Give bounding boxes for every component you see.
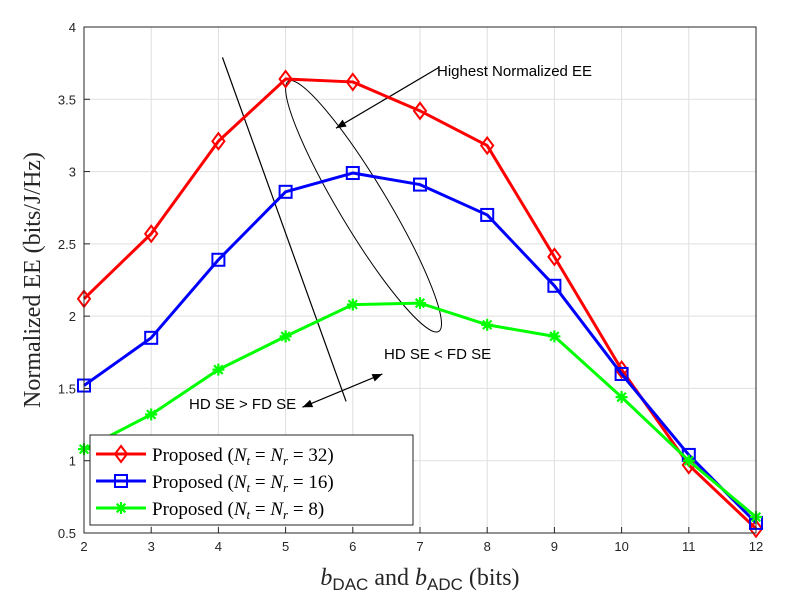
square-marker — [614, 366, 629, 381]
se-double-arrow-head — [371, 373, 383, 382]
asterisk-stroke — [616, 392, 627, 403]
y-tick-label: 2 — [69, 309, 76, 324]
x-tick-label: 5 — [282, 539, 289, 554]
x-tick-label: 2 — [80, 539, 87, 554]
x-tick-label: 10 — [614, 539, 628, 554]
square-marker — [144, 330, 159, 345]
y-tick-label: 1.5 — [58, 381, 76, 396]
x-tick-label: 7 — [416, 539, 423, 554]
square-marker — [114, 474, 128, 488]
diamond-marker — [547, 247, 562, 267]
series-line-1 — [83, 171, 758, 524]
asterisk-stroke — [280, 331, 291, 342]
y-axis-label: Normalized EE (bits/J/Hz) — [20, 152, 46, 408]
x-tick-labels: 2 3 4 5 6 7 8 9 10 11 12 — [80, 527, 763, 554]
asterisk-stroke — [347, 299, 358, 310]
asterisk-marker — [346, 298, 359, 311]
asterisk-marker — [279, 330, 292, 343]
se-double-arrow-head — [302, 399, 314, 408]
y-tick-label: 1 — [69, 454, 76, 469]
asterisk-stroke — [482, 319, 493, 330]
asterisk-marker — [115, 502, 127, 514]
x-tick-label: 4 — [215, 539, 222, 554]
asterisk-marker — [414, 297, 426, 310]
asterisk-stroke — [683, 455, 694, 466]
square-marker — [413, 177, 427, 192]
annotation-hd-lt-fd: HD SE < FD SE — [384, 346, 491, 363]
asterisk-stroke — [146, 409, 157, 420]
diamond-marker — [278, 69, 293, 89]
y-tick-label: 2.5 — [58, 237, 76, 252]
se-double-arrow-shaft — [302, 373, 383, 408]
annotation-hd-gt-fd: HD SE > FD SE — [189, 396, 296, 413]
y-tick-label: 4 — [69, 20, 76, 35]
annotation-highest-ee: Highest Normalized EE — [437, 63, 592, 80]
diamond-marker — [479, 135, 495, 156]
legend-label-16: Proposed (Nt = Nr = 16) — [152, 472, 334, 495]
y-tick-label: 0.5 — [58, 526, 76, 541]
diamond-marker — [748, 518, 764, 539]
square-marker — [278, 184, 293, 199]
x-tick-label: 8 — [484, 539, 491, 554]
asterisk-marker — [212, 363, 225, 376]
asterisk-marker — [481, 318, 494, 331]
y-tick-label: 3 — [69, 165, 76, 180]
se-double-arrow — [302, 373, 383, 408]
asterisk-marker — [615, 391, 628, 404]
square-marker — [345, 166, 360, 181]
x-tick-label: 9 — [551, 539, 558, 554]
diamond-marker — [211, 131, 226, 151]
square-marker — [211, 252, 226, 267]
diamond-marker — [345, 72, 361, 92]
asterisk-stroke — [115, 502, 127, 514]
y-tick-labels: 0.5 1 1.5 2 2.5 3 3.5 4 — [58, 20, 90, 541]
x-axis-label: bDAC and bADC (bits) — [320, 565, 519, 594]
asterisk-stroke — [213, 364, 224, 375]
highest-ee-arrow-head — [336, 119, 347, 129]
series-group — [76, 69, 764, 539]
legend-label-32: Proposed (Nt = Nr = 32) — [152, 445, 334, 468]
legend: Proposed (Nt = Nr = 32) Proposed (Nt = N… — [89, 434, 414, 526]
legend-markers — [96, 444, 146, 514]
asterisk-marker — [682, 454, 695, 467]
asterisk-marker — [548, 330, 561, 343]
y-tick-label: 3.5 — [58, 92, 76, 107]
x-tick-label: 12 — [749, 539, 763, 554]
square-marker — [547, 278, 562, 293]
x-tick-label: 3 — [148, 539, 155, 554]
asterisk-stroke — [549, 331, 560, 342]
x-tick-label: 11 — [682, 539, 696, 554]
diamond-marker — [143, 224, 159, 244]
diamond-marker — [412, 101, 428, 121]
legend-label-8: Proposed (Nt = Nr = 8) — [152, 499, 324, 522]
highest-ee-ellipse — [285, 80, 443, 333]
square-marker — [480, 207, 495, 222]
asterisk-stroke — [414, 298, 426, 309]
diamond-marker — [113, 444, 129, 464]
x-tick-label: 6 — [349, 539, 356, 554]
se-boundary-line — [221, 57, 347, 402]
asterisk-marker — [145, 408, 158, 421]
